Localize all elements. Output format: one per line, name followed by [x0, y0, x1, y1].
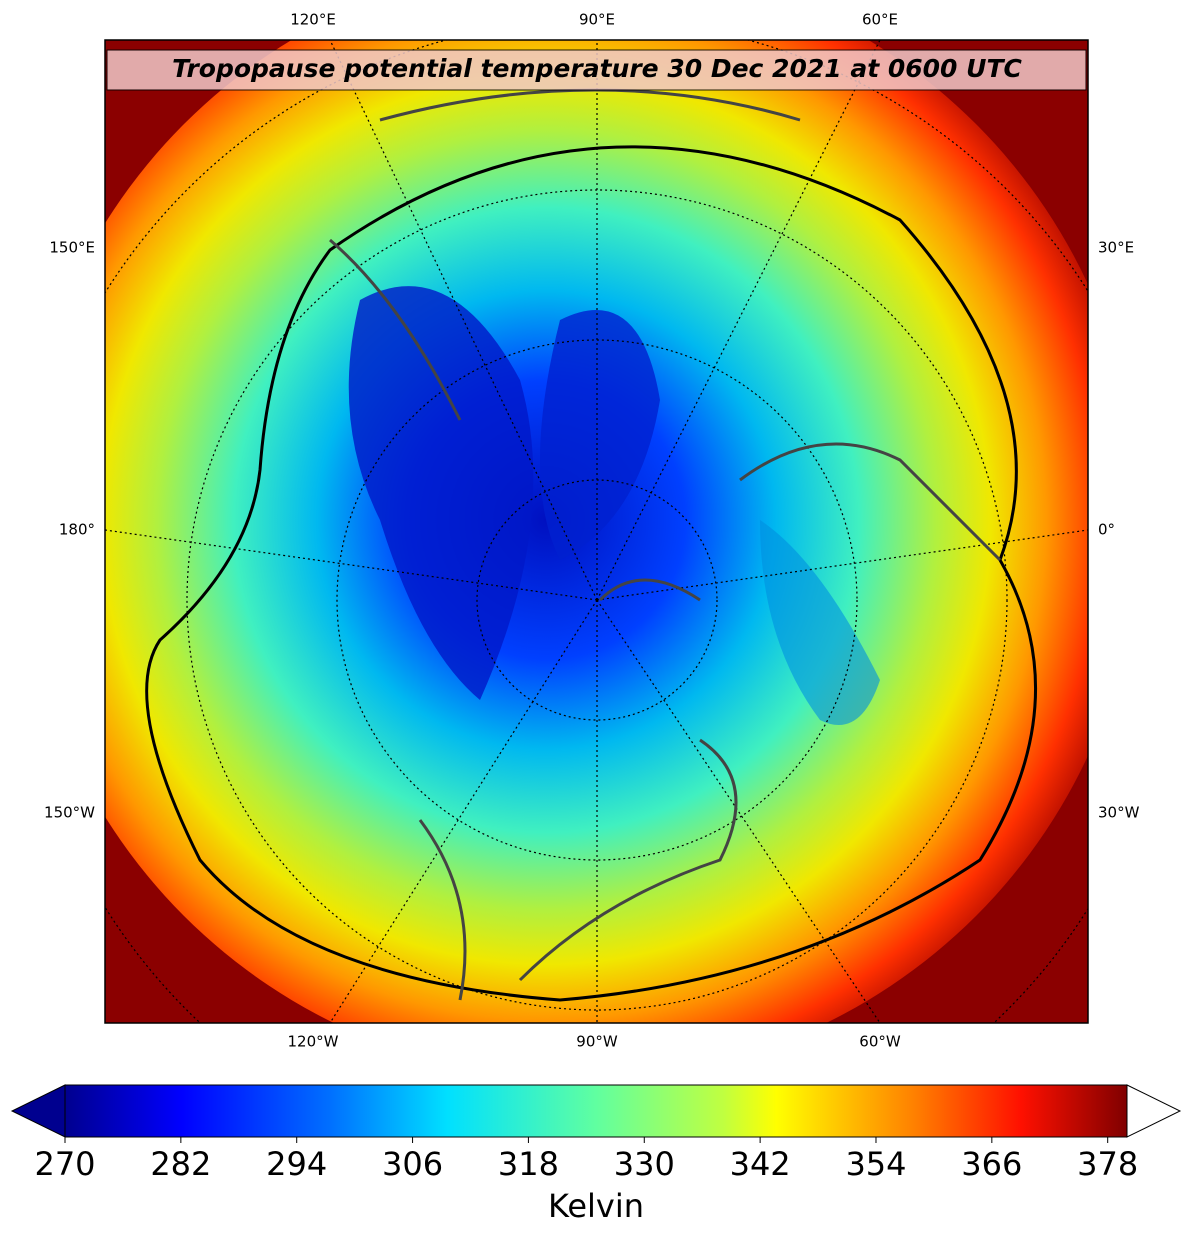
lon-label: 90°W [576, 1033, 618, 1051]
colorbar-extend-high [1126, 1084, 1182, 1138]
lon-label: 120°W [288, 1033, 339, 1051]
lon-label: 30°E [1098, 239, 1134, 257]
colorbar-tick-label: 270 [34, 1145, 95, 1183]
graticule [105, 40, 1088, 1023]
lon-label: 120°E [290, 11, 336, 29]
colorbar-tick-label: 378 [1077, 1145, 1138, 1183]
map-frame [104, 39, 1089, 1024]
lon-label: 150°W [44, 804, 95, 822]
colorbar-tick-label: 366 [961, 1145, 1022, 1183]
colorbar-tick-label: 294 [266, 1145, 327, 1183]
lon-label: 60°W [859, 1033, 901, 1051]
coastlines [329, 88, 1002, 1001]
lon-label: 30°W [1098, 804, 1140, 822]
lon-label: 180° [59, 521, 95, 539]
map: Tropopause potential temperature 30 Dec … [105, 40, 1088, 1023]
lon-label: 60°E [862, 11, 898, 29]
colorbar-tick-label: 330 [614, 1145, 675, 1183]
colorbar-label: Kelvin [548, 1187, 644, 1225]
title: Tropopause potential temperature 30 Dec … [172, 54, 1022, 83]
lon-label: 0° [1098, 521, 1115, 539]
lon-label: 90°E [579, 11, 615, 29]
colorbar-tick-label: 342 [730, 1145, 791, 1183]
colorbar [64, 1084, 1128, 1138]
lon-label: 150°E [49, 239, 95, 257]
colorbar-tick-label: 318 [498, 1145, 559, 1183]
colorbar-tick-label: 306 [382, 1145, 443, 1183]
colorbar-extend-low [10, 1084, 66, 1138]
colorbar-tick-label: 282 [150, 1145, 211, 1183]
colorbar-tick-label: 354 [845, 1145, 906, 1183]
